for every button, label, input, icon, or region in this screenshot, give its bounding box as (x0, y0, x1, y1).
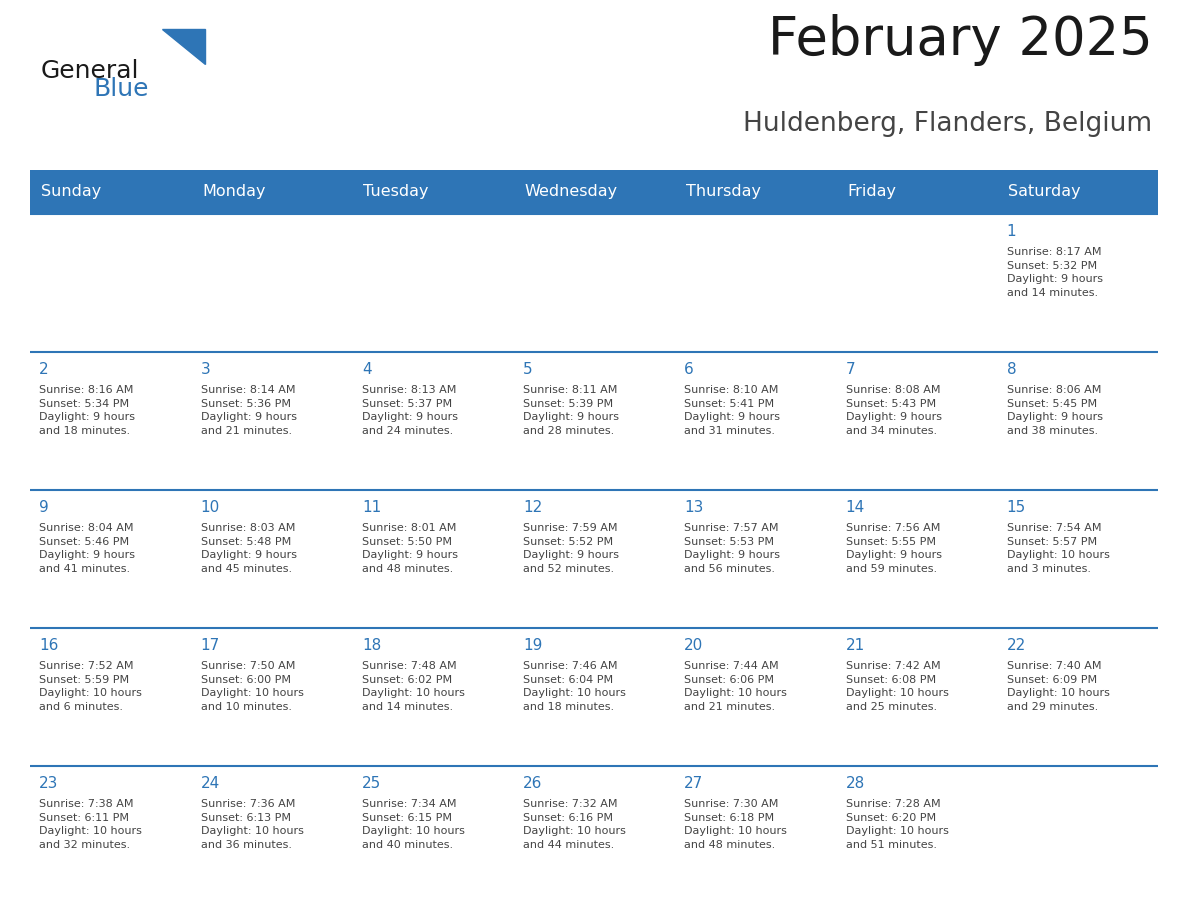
Text: Sunrise: 7:32 AM
Sunset: 6:16 PM
Daylight: 10 hours
and 44 minutes.: Sunrise: 7:32 AM Sunset: 6:16 PM Dayligh… (523, 800, 626, 850)
Text: Huldenberg, Flanders, Belgium: Huldenberg, Flanders, Belgium (744, 110, 1152, 137)
Text: 3: 3 (201, 362, 210, 376)
Text: Sunrise: 7:52 AM
Sunset: 5:59 PM
Daylight: 10 hours
and 6 minutes.: Sunrise: 7:52 AM Sunset: 5:59 PM Dayligh… (39, 661, 143, 712)
Text: 6: 6 (684, 362, 694, 376)
Text: 21: 21 (846, 638, 865, 653)
Text: 24: 24 (201, 776, 220, 790)
Text: 13: 13 (684, 499, 703, 515)
Text: General: General (40, 59, 139, 83)
Text: 1: 1 (1006, 224, 1017, 239)
Text: 26: 26 (523, 776, 543, 790)
Text: 8: 8 (1006, 362, 1017, 376)
Text: 28: 28 (846, 776, 865, 790)
Text: Monday: Monday (202, 185, 266, 199)
Text: Sunrise: 7:30 AM
Sunset: 6:18 PM
Daylight: 10 hours
and 48 minutes.: Sunrise: 7:30 AM Sunset: 6:18 PM Dayligh… (684, 800, 788, 850)
Text: Sunrise: 7:34 AM
Sunset: 6:15 PM
Daylight: 10 hours
and 40 minutes.: Sunrise: 7:34 AM Sunset: 6:15 PM Dayligh… (362, 800, 465, 850)
Text: Sunrise: 8:04 AM
Sunset: 5:46 PM
Daylight: 9 hours
and 41 minutes.: Sunrise: 8:04 AM Sunset: 5:46 PM Dayligh… (39, 523, 135, 574)
Text: 16: 16 (39, 638, 58, 653)
Text: 20: 20 (684, 638, 703, 653)
Text: Sunrise: 7:40 AM
Sunset: 6:09 PM
Daylight: 10 hours
and 29 minutes.: Sunrise: 7:40 AM Sunset: 6:09 PM Dayligh… (1006, 661, 1110, 712)
Text: 2: 2 (39, 362, 49, 376)
Text: Sunrise: 7:28 AM
Sunset: 6:20 PM
Daylight: 10 hours
and 51 minutes.: Sunrise: 7:28 AM Sunset: 6:20 PM Dayligh… (846, 800, 948, 850)
Text: Sunrise: 8:10 AM
Sunset: 5:41 PM
Daylight: 9 hours
and 31 minutes.: Sunrise: 8:10 AM Sunset: 5:41 PM Dayligh… (684, 385, 781, 436)
Text: 5: 5 (523, 362, 532, 376)
Text: Sunrise: 8:16 AM
Sunset: 5:34 PM
Daylight: 9 hours
and 18 minutes.: Sunrise: 8:16 AM Sunset: 5:34 PM Dayligh… (39, 385, 135, 436)
Polygon shape (163, 29, 206, 64)
Text: Sunrise: 7:42 AM
Sunset: 6:08 PM
Daylight: 10 hours
and 25 minutes.: Sunrise: 7:42 AM Sunset: 6:08 PM Dayligh… (846, 661, 948, 712)
Text: 7: 7 (846, 362, 855, 376)
Text: 14: 14 (846, 499, 865, 515)
Text: Saturday: Saturday (1009, 185, 1081, 199)
Text: 10: 10 (201, 499, 220, 515)
Text: 19: 19 (523, 638, 543, 653)
Text: Sunrise: 7:50 AM
Sunset: 6:00 PM
Daylight: 10 hours
and 10 minutes.: Sunrise: 7:50 AM Sunset: 6:00 PM Dayligh… (201, 661, 303, 712)
Text: 22: 22 (1006, 638, 1026, 653)
Text: Sunrise: 7:56 AM
Sunset: 5:55 PM
Daylight: 9 hours
and 59 minutes.: Sunrise: 7:56 AM Sunset: 5:55 PM Dayligh… (846, 523, 942, 574)
Text: Tuesday: Tuesday (364, 185, 429, 199)
Text: Sunrise: 8:11 AM
Sunset: 5:39 PM
Daylight: 9 hours
and 28 minutes.: Sunrise: 8:11 AM Sunset: 5:39 PM Dayligh… (523, 385, 619, 436)
Text: 25: 25 (362, 776, 381, 790)
Text: Sunrise: 7:57 AM
Sunset: 5:53 PM
Daylight: 9 hours
and 56 minutes.: Sunrise: 7:57 AM Sunset: 5:53 PM Dayligh… (684, 523, 781, 574)
Text: Sunrise: 7:46 AM
Sunset: 6:04 PM
Daylight: 10 hours
and 18 minutes.: Sunrise: 7:46 AM Sunset: 6:04 PM Dayligh… (523, 661, 626, 712)
Text: Blue: Blue (94, 77, 150, 101)
Text: Sunrise: 8:13 AM
Sunset: 5:37 PM
Daylight: 9 hours
and 24 minutes.: Sunrise: 8:13 AM Sunset: 5:37 PM Dayligh… (362, 385, 457, 436)
Text: February 2025: February 2025 (767, 14, 1152, 66)
Text: Sunrise: 8:14 AM
Sunset: 5:36 PM
Daylight: 9 hours
and 21 minutes.: Sunrise: 8:14 AM Sunset: 5:36 PM Dayligh… (201, 385, 297, 436)
Text: 9: 9 (39, 499, 49, 515)
Text: 4: 4 (362, 362, 372, 376)
Text: 18: 18 (362, 638, 381, 653)
Text: Sunrise: 8:17 AM
Sunset: 5:32 PM
Daylight: 9 hours
and 14 minutes.: Sunrise: 8:17 AM Sunset: 5:32 PM Dayligh… (1006, 247, 1102, 297)
Text: Sunrise: 8:06 AM
Sunset: 5:45 PM
Daylight: 9 hours
and 38 minutes.: Sunrise: 8:06 AM Sunset: 5:45 PM Dayligh… (1006, 385, 1102, 436)
Text: 17: 17 (201, 638, 220, 653)
Text: 12: 12 (523, 499, 542, 515)
Text: Sunrise: 7:38 AM
Sunset: 6:11 PM
Daylight: 10 hours
and 32 minutes.: Sunrise: 7:38 AM Sunset: 6:11 PM Dayligh… (39, 800, 143, 850)
Text: Wednesday: Wednesday (525, 185, 618, 199)
Text: Sunrise: 7:59 AM
Sunset: 5:52 PM
Daylight: 9 hours
and 52 minutes.: Sunrise: 7:59 AM Sunset: 5:52 PM Dayligh… (523, 523, 619, 574)
Text: 23: 23 (39, 776, 58, 790)
Text: 11: 11 (362, 499, 381, 515)
Text: Thursday: Thursday (685, 185, 760, 199)
Text: 27: 27 (684, 776, 703, 790)
Text: Sunrise: 8:01 AM
Sunset: 5:50 PM
Daylight: 9 hours
and 48 minutes.: Sunrise: 8:01 AM Sunset: 5:50 PM Dayligh… (362, 523, 457, 574)
Text: Friday: Friday (847, 185, 896, 199)
Text: Sunday: Sunday (40, 185, 101, 199)
Text: Sunrise: 8:08 AM
Sunset: 5:43 PM
Daylight: 9 hours
and 34 minutes.: Sunrise: 8:08 AM Sunset: 5:43 PM Dayligh… (846, 385, 942, 436)
Text: Sunrise: 7:44 AM
Sunset: 6:06 PM
Daylight: 10 hours
and 21 minutes.: Sunrise: 7:44 AM Sunset: 6:06 PM Dayligh… (684, 661, 788, 712)
Text: Sunrise: 7:48 AM
Sunset: 6:02 PM
Daylight: 10 hours
and 14 minutes.: Sunrise: 7:48 AM Sunset: 6:02 PM Dayligh… (362, 661, 465, 712)
Text: Sunrise: 8:03 AM
Sunset: 5:48 PM
Daylight: 9 hours
and 45 minutes.: Sunrise: 8:03 AM Sunset: 5:48 PM Dayligh… (201, 523, 297, 574)
Text: 15: 15 (1006, 499, 1026, 515)
Text: Sunrise: 7:36 AM
Sunset: 6:13 PM
Daylight: 10 hours
and 36 minutes.: Sunrise: 7:36 AM Sunset: 6:13 PM Dayligh… (201, 800, 303, 850)
Text: Sunrise: 7:54 AM
Sunset: 5:57 PM
Daylight: 10 hours
and 3 minutes.: Sunrise: 7:54 AM Sunset: 5:57 PM Dayligh… (1006, 523, 1110, 574)
